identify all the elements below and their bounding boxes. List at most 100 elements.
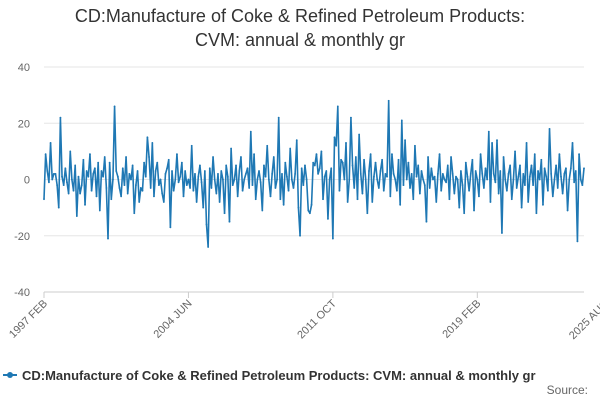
data-point[interactable] <box>387 99 390 102</box>
data-point[interactable] <box>172 189 175 192</box>
data-point[interactable] <box>274 187 277 189</box>
data-point[interactable] <box>489 201 492 203</box>
data-point[interactable] <box>69 150 72 153</box>
data-point[interactable] <box>254 198 257 201</box>
data-point[interactable] <box>425 220 428 223</box>
data-point[interactable] <box>246 167 249 170</box>
data-point[interactable] <box>341 161 344 164</box>
data-point[interactable] <box>414 144 416 147</box>
data-point[interactable] <box>261 209 264 212</box>
data-point[interactable] <box>192 189 195 192</box>
data-point[interactable] <box>167 158 170 161</box>
data-point[interactable] <box>93 167 96 170</box>
data-point[interactable] <box>461 184 464 187</box>
data-point[interactable] <box>384 172 387 175</box>
data-point[interactable] <box>115 170 118 172</box>
data-point[interactable] <box>79 192 82 195</box>
data-point[interactable] <box>348 178 351 181</box>
data-point[interactable] <box>558 153 561 156</box>
data-point[interactable] <box>243 178 246 181</box>
data-point[interactable] <box>279 198 282 201</box>
data-point[interactable] <box>72 189 75 192</box>
data-point[interactable] <box>445 181 448 184</box>
data-point[interactable] <box>199 164 201 167</box>
data-point[interactable] <box>532 184 535 187</box>
data-point[interactable] <box>236 195 239 198</box>
data-point[interactable] <box>517 175 520 178</box>
data-point[interactable] <box>120 195 123 198</box>
data-point[interactable] <box>295 139 298 142</box>
data-point[interactable] <box>538 178 541 181</box>
data-point[interactable] <box>550 172 553 175</box>
data-point[interactable] <box>435 201 438 203</box>
data-point[interactable] <box>451 172 454 175</box>
data-point[interactable] <box>391 153 393 156</box>
data-point[interactable] <box>330 167 333 170</box>
data-point[interactable] <box>325 170 328 172</box>
data-point[interactable] <box>417 164 420 167</box>
data-point[interactable] <box>189 187 191 189</box>
data-point[interactable] <box>556 187 559 189</box>
data-point[interactable] <box>555 164 557 167</box>
data-point[interactable] <box>548 127 551 130</box>
data-point[interactable] <box>410 172 413 175</box>
data-point[interactable] <box>90 189 93 192</box>
data-point[interactable] <box>116 175 119 178</box>
data-point[interactable] <box>571 142 574 144</box>
data-point[interactable] <box>386 175 388 178</box>
data-point[interactable] <box>492 172 495 175</box>
data-point[interactable] <box>202 206 205 209</box>
data-point[interactable] <box>54 172 57 175</box>
data-point[interactable] <box>535 212 538 215</box>
data-point[interactable] <box>361 192 364 195</box>
data-point[interactable] <box>412 198 415 201</box>
data-point[interactable] <box>318 167 321 170</box>
data-point[interactable] <box>453 192 456 195</box>
data-point[interactable] <box>364 178 367 181</box>
data-point[interactable] <box>574 170 577 172</box>
data-point[interactable] <box>218 201 221 203</box>
data-point[interactable] <box>443 178 446 181</box>
data-point[interactable] <box>212 156 214 158</box>
data-point[interactable] <box>126 192 129 195</box>
data-point[interactable] <box>568 178 571 181</box>
data-point[interactable] <box>281 172 283 175</box>
data-point[interactable] <box>46 170 49 172</box>
data-point[interactable] <box>569 167 572 170</box>
data-point[interactable] <box>43 198 45 201</box>
data-point[interactable] <box>235 164 237 167</box>
data-point[interactable] <box>336 105 339 108</box>
data-point[interactable] <box>130 178 132 181</box>
data-point[interactable] <box>180 161 183 164</box>
data-point[interactable] <box>251 184 254 187</box>
data-point[interactable] <box>433 175 436 178</box>
data-point[interactable] <box>381 158 384 161</box>
data-point[interactable] <box>527 201 530 203</box>
data-point[interactable] <box>481 172 484 175</box>
data-point[interactable] <box>153 195 155 198</box>
data-point[interactable] <box>441 172 444 175</box>
data-point[interactable] <box>315 153 318 156</box>
data-point[interactable] <box>542 203 544 206</box>
data-point[interactable] <box>187 178 190 181</box>
data-point[interactable] <box>456 178 459 181</box>
data-point[interactable] <box>161 192 164 195</box>
data-point[interactable] <box>333 136 336 139</box>
data-point[interactable] <box>66 181 68 184</box>
data-point[interactable] <box>430 167 433 170</box>
data-point[interactable] <box>486 178 489 181</box>
data-point[interactable] <box>228 220 231 223</box>
data-point[interactable] <box>177 181 180 184</box>
data-point[interactable] <box>340 158 342 161</box>
data-point[interactable] <box>220 170 223 172</box>
data-point[interactable] <box>213 178 216 181</box>
data-point[interactable] <box>561 192 564 195</box>
data-point[interactable] <box>497 192 500 195</box>
data-point[interactable] <box>312 161 315 164</box>
data-point[interactable] <box>363 158 365 161</box>
data-point[interactable] <box>241 189 244 192</box>
data-point[interactable] <box>402 184 405 187</box>
data-point[interactable] <box>418 192 421 195</box>
data-point[interactable] <box>420 170 423 172</box>
data-point[interactable] <box>371 201 374 203</box>
